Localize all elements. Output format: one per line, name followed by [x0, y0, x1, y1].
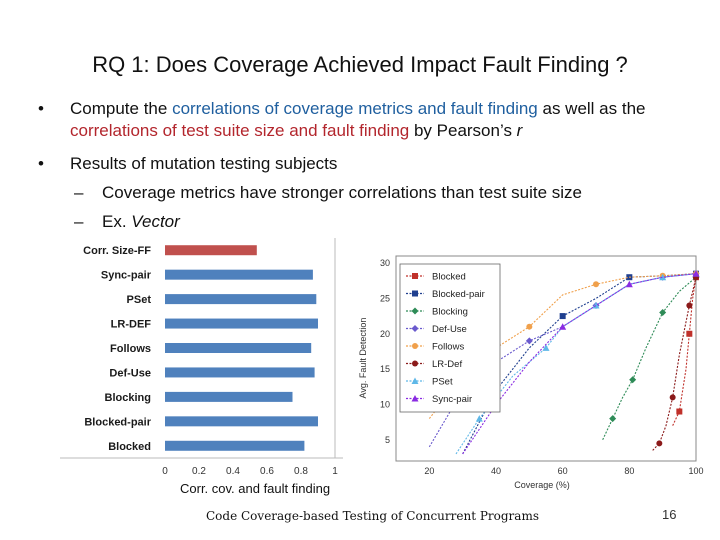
series-point-blocking	[659, 309, 667, 317]
series-point-lr-def	[669, 394, 676, 401]
legend-label: Sync-pair	[432, 394, 472, 405]
bar-category-label: Def-Use	[109, 367, 151, 379]
highlight-coverage-correlations: correlations of coverage metrics and fau…	[172, 99, 538, 118]
series-line-follows	[428, 273, 697, 419]
page-number: 16	[662, 507, 677, 522]
legend-label: LR-Def	[432, 359, 462, 370]
line-y-tick-label: 30	[380, 258, 390, 268]
bar-category-label: Blocked	[108, 441, 151, 453]
bar-category-label: Blocked-pair	[84, 416, 151, 428]
line-chart-xlabel: Coverage (%)	[514, 480, 570, 490]
sub-bullet-text: Ex. Vector	[102, 211, 180, 233]
series-point-pset	[659, 273, 667, 281]
legend-label: PSet	[432, 377, 453, 388]
series-point-pset	[475, 415, 483, 422]
bar-category-label: Corr. Size-FF	[83, 245, 151, 257]
series-point-pset	[592, 301, 600, 309]
bullet-text-part: Compute the	[70, 99, 173, 118]
bullet-text-part: by Pearson’s	[409, 121, 517, 140]
footer-text: Code Coverage-based Testing of Concurren…	[206, 509, 539, 523]
series-line-blocked	[672, 277, 697, 426]
dash-icon: –	[74, 183, 84, 202]
highlight-size-correlations: correlations of test suite size and faul…	[70, 121, 410, 140]
line-y-tick-label: 5	[385, 435, 390, 445]
bullet-text: Compute the correlations of coverage met…	[70, 98, 690, 142]
series-point-blocking	[629, 376, 637, 384]
legend-marker-icon	[411, 395, 419, 402]
bar-x-tick-label: 0.4	[226, 466, 240, 477]
bar-x-tick-label: 1	[332, 466, 338, 477]
slide-title: RQ 1: Does Coverage Achieved Impact Faul…	[92, 52, 628, 77]
bullet-dot-icon: •	[38, 99, 44, 118]
bar-blocked-pair	[165, 416, 318, 427]
series-point-blocked-pair	[559, 313, 566, 320]
series-point-def-use	[525, 337, 533, 345]
bar-chart-xlabel: Corr. cov. and fault finding	[180, 481, 331, 496]
bar-x-tick-label: 0.2	[192, 466, 206, 477]
bar-category-label: Sync-pair	[101, 270, 152, 282]
line-x-tick-label: 40	[491, 466, 501, 476]
series-point-follows	[593, 281, 599, 288]
bar-pset	[165, 294, 317, 305]
correlation-bar-chart: Corr. Size-FF Sync-pair PSet LR-DEF Follows D…	[60, 230, 360, 490]
bullet-text: Results of mutation testing subjects	[70, 154, 338, 173]
series-point-pset	[542, 344, 550, 351]
legend-marker-icon	[412, 290, 418, 297]
dash-icon: –	[74, 212, 84, 231]
series-line-blocking	[602, 276, 697, 441]
bar-category-label: Blocking	[105, 392, 151, 404]
bar-blocking	[165, 391, 293, 402]
bullet-dot-icon: •	[38, 154, 44, 173]
example-vector: Vector	[131, 212, 180, 231]
line-y-tick-label: 25	[380, 293, 390, 303]
line-x-tick-label: 20	[424, 466, 434, 476]
bar-x-tick-label: 0	[162, 466, 168, 477]
line-x-tick-label: 100	[688, 466, 703, 476]
series-point-sync-pair	[625, 280, 633, 288]
bar-def-use	[165, 367, 315, 378]
legend-marker-icon	[411, 377, 419, 384]
bar-corr-size-ff	[165, 245, 257, 256]
legend-box	[399, 263, 501, 413]
series-point-blocked	[676, 408, 683, 415]
series-point-lr-def	[656, 440, 663, 447]
series-point-blocked	[686, 330, 693, 337]
series-point-follows	[526, 323, 533, 330]
legend-marker-icon	[412, 343, 418, 349]
line-x-tick-label: 60	[558, 466, 568, 476]
series-line-sync-pair	[462, 273, 697, 455]
legend-label: Follows	[432, 342, 464, 353]
series-point-sync-pair	[559, 323, 567, 330]
series-point-lr-def	[686, 302, 693, 309]
fault-detection-line-chart: 20 40 60 80 100 5 10 15 20 25 30 Coverage (%) Avg…	[358, 255, 704, 490]
legend-marker-icon	[412, 360, 418, 367]
bar-follows	[165, 343, 312, 353]
legend-label: Def-Use	[432, 324, 467, 335]
bar-category-label: LR-DEF	[111, 319, 152, 331]
bar-blocked	[165, 440, 305, 451]
line-chart-ylabel: Avg. Fault Detection	[358, 318, 368, 399]
bar-lr-def	[165, 318, 318, 329]
bar-category-label: PSet	[127, 294, 152, 306]
bar-sync-pair	[165, 269, 313, 280]
legend-label: Blocking	[432, 307, 468, 318]
legend-marker-icon	[411, 307, 419, 315]
pearson-r: r	[516, 121, 523, 140]
line-y-tick-label: 15	[380, 364, 390, 374]
bar-category-label: Follows	[110, 343, 151, 355]
legend-label: Blocked	[432, 272, 466, 283]
bar-x-tick-label: 0.6	[260, 466, 274, 477]
legend-marker-icon	[411, 325, 419, 332]
series-point-sync-pair	[692, 270, 700, 277]
line-x-tick-label: 80	[624, 466, 634, 476]
line-y-tick-label: 10	[380, 399, 390, 409]
sub-bullet-text: Coverage metrics have stronger correlati…	[102, 183, 583, 202]
example-prefix: Ex.	[102, 212, 132, 231]
series-point-blocking	[609, 415, 617, 423]
bar-x-tick-label: 0.8	[294, 466, 308, 477]
bullet-text-part: as well as the	[537, 99, 646, 118]
line-y-tick-label: 20	[380, 329, 390, 339]
legend-marker-icon	[412, 273, 418, 279]
legend-label: Blocked-pair	[432, 289, 485, 300]
